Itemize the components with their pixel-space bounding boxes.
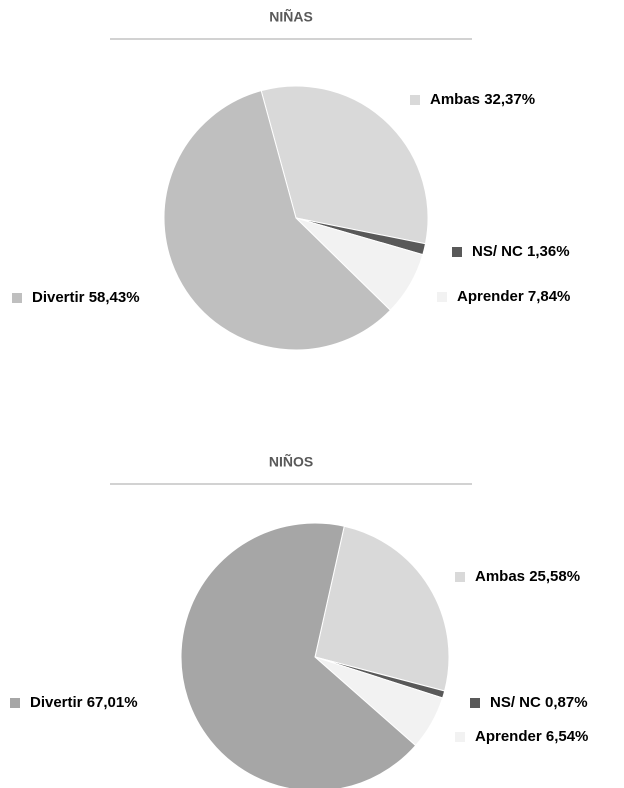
chart-title: NIÑAS — [269, 8, 313, 25]
legend-swatch — [10, 698, 20, 708]
slice-label: Aprender 6,54% — [475, 728, 588, 745]
slice-value: 1,36% — [527, 243, 570, 260]
slice-value: 58,43% — [89, 289, 140, 306]
legend-swatch — [455, 572, 465, 582]
pie-slice — [180, 522, 417, 788]
slice-category: NS/ NC — [490, 694, 541, 711]
legend-swatch — [12, 293, 22, 303]
slice-category: Ambas — [475, 568, 525, 585]
legend-swatch — [437, 292, 447, 302]
slice-label: Ambas 25,58% — [475, 568, 580, 585]
slice-value: 7,84% — [528, 288, 571, 305]
slice-label: NS/ NC 0,87% — [490, 694, 588, 711]
slice-value: 6,54% — [546, 728, 589, 745]
slice-label: Divertir 58,43% — [32, 289, 140, 306]
slice-category: Divertir — [32, 289, 85, 306]
pie-slice — [314, 525, 450, 692]
slice-label: Aprender 7,84% — [457, 288, 570, 305]
slice-value: 0,87% — [545, 694, 588, 711]
legend-swatch — [410, 95, 420, 105]
slice-label: NS/ NC 1,36% — [472, 243, 570, 260]
slice-value: 32,37% — [484, 91, 535, 108]
slice-category: Aprender — [475, 728, 542, 745]
slice-category: Aprender — [457, 288, 524, 305]
slice-category: NS/ NC — [472, 243, 523, 260]
slice-value: 25,58% — [529, 568, 580, 585]
chart-title: NIÑOS — [269, 453, 313, 470]
legend-swatch — [455, 732, 465, 742]
slice-label: Ambas 32,37% — [430, 91, 535, 108]
legend-swatch — [470, 698, 480, 708]
legend-swatch — [452, 247, 462, 257]
pie-slice — [260, 85, 429, 245]
slice-category: Divertir — [30, 694, 83, 711]
slice-category: Ambas — [430, 91, 480, 108]
slice-value: 67,01% — [87, 694, 138, 711]
pie-slice — [163, 90, 392, 351]
slice-label: Divertir 67,01% — [30, 694, 138, 711]
